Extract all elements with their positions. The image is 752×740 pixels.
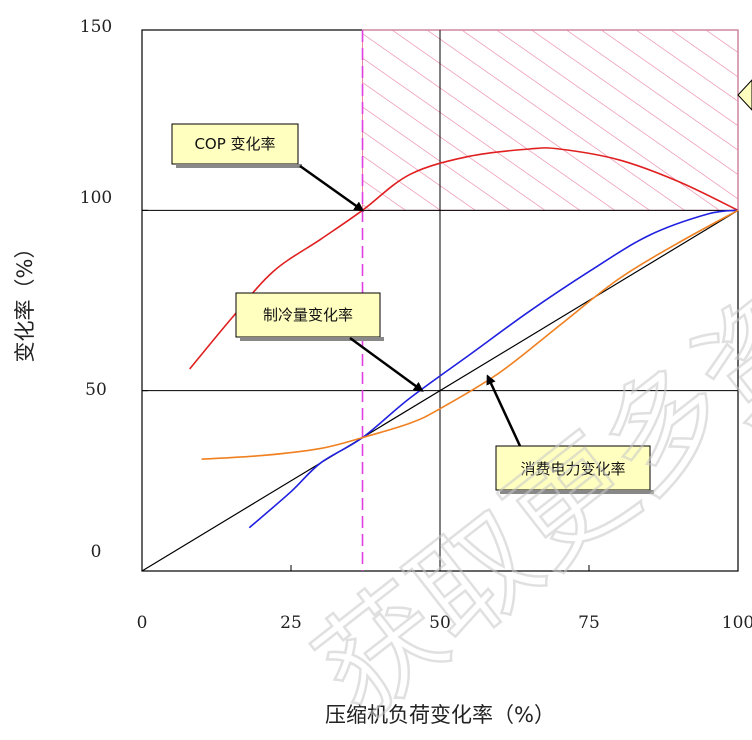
series-power-consumption-line	[201, 209, 739, 460]
x-tick-label: 75	[578, 613, 600, 633]
y-tick-label: 50	[85, 380, 107, 400]
callout-power-consumption-arrow	[486, 374, 522, 447]
edge-callout-marker	[737, 79, 752, 111]
y-tick-label: 100	[80, 188, 112, 208]
callout-power-consumption-label: 消费电力变化率	[520, 460, 625, 478]
x-tick-label: 0	[137, 613, 148, 633]
x-axis-label: 压缩机负荷变化率（%）	[325, 703, 555, 727]
y-tick-marks	[142, 29, 148, 572]
callout-cop-arrow	[299, 164, 365, 212]
callout-cooling-capacity-arrow	[349, 336, 424, 392]
series-cop-line	[189, 147, 739, 370]
callout-cop-label: COP 变化率	[194, 135, 275, 153]
series-cooling-capacity-line	[248, 209, 739, 529]
callout-cop: COP 变化率	[171, 123, 302, 168]
y-tick-label: 150	[80, 17, 112, 37]
x-tick-marks	[141, 565, 739, 571]
reference-diagonal-line	[141, 209, 739, 572]
x-tick-label: 100	[722, 613, 752, 633]
callout-cooling-capacity: 制冷量变化率	[235, 292, 384, 341]
x-tick-label: 25	[280, 613, 302, 633]
y-tick-label: 0	[91, 542, 102, 562]
x-tick-label: 50	[429, 613, 451, 633]
callout-power-consumption: 消费电力变化率	[495, 445, 654, 494]
y-axis-label: 变化率（%）	[13, 238, 37, 363]
callout-cooling-capacity-label: 制冷量变化率	[263, 306, 353, 324]
